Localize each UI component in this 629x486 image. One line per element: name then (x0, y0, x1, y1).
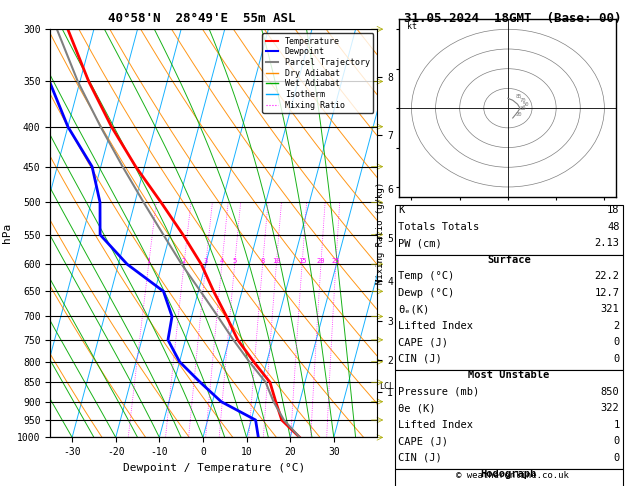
Text: 2.13: 2.13 (594, 238, 620, 248)
Text: Temp (°C): Temp (°C) (398, 271, 454, 281)
Text: 1: 1 (147, 258, 151, 264)
Text: 1: 1 (613, 420, 620, 430)
Text: CIN (J): CIN (J) (398, 354, 442, 364)
Text: 8: 8 (260, 258, 265, 264)
Text: kt: kt (407, 22, 416, 31)
Y-axis label: hPa: hPa (1, 223, 11, 243)
Text: Pressure (mb): Pressure (mb) (398, 387, 479, 397)
Text: 15: 15 (298, 258, 306, 264)
Text: 18: 18 (607, 205, 620, 215)
Text: 4: 4 (220, 258, 224, 264)
Text: 12.7: 12.7 (594, 288, 620, 298)
Text: Most Unstable: Most Unstable (468, 370, 550, 381)
Text: 70: 70 (520, 98, 526, 103)
Text: 3: 3 (204, 258, 208, 264)
Text: Hodograph: Hodograph (481, 469, 537, 480)
Legend: Temperature, Dewpoint, Parcel Trajectory, Dry Adiabat, Wet Adiabat, Isotherm, Mi: Temperature, Dewpoint, Parcel Trajectory… (262, 34, 373, 113)
X-axis label: Dewpoint / Temperature (°C): Dewpoint / Temperature (°C) (123, 463, 305, 473)
Text: 2: 2 (182, 258, 186, 264)
Text: Totals Totals: Totals Totals (398, 222, 479, 232)
Text: θₑ(K): θₑ(K) (398, 304, 430, 314)
Text: 2: 2 (613, 321, 620, 331)
Text: θe (K): θe (K) (398, 403, 436, 414)
Text: CAPE (J): CAPE (J) (398, 337, 448, 347)
Text: 0: 0 (613, 436, 620, 447)
Text: 5: 5 (233, 258, 237, 264)
Text: 25: 25 (331, 258, 340, 264)
Text: 322: 322 (601, 403, 620, 414)
Text: CIN (J): CIN (J) (398, 453, 442, 463)
Text: 48: 48 (607, 222, 620, 232)
Text: 22.2: 22.2 (594, 271, 620, 281)
Text: © weatheronline.co.uk: © weatheronline.co.uk (456, 471, 569, 480)
Text: CAPE (J): CAPE (J) (398, 436, 448, 447)
Text: Mixing Ratio (g/kg): Mixing Ratio (g/kg) (376, 182, 385, 284)
Y-axis label: km
ASL: km ASL (409, 233, 427, 255)
Text: LCL: LCL (379, 382, 394, 391)
Text: K: K (398, 205, 404, 215)
Text: 0: 0 (613, 354, 620, 364)
Text: Lifted Index: Lifted Index (398, 420, 473, 430)
Text: 321: 321 (601, 304, 620, 314)
Text: Dewp (°C): Dewp (°C) (398, 288, 454, 298)
Text: Surface: Surface (487, 255, 531, 265)
Text: 50: 50 (522, 102, 529, 107)
Text: 0: 0 (613, 337, 620, 347)
Text: 40°58'N  28°49'E  55m ASL: 40°58'N 28°49'E 55m ASL (108, 12, 295, 25)
Text: 85: 85 (515, 94, 521, 99)
Text: PW (cm): PW (cm) (398, 238, 442, 248)
Text: 850: 850 (601, 387, 620, 397)
Text: 20: 20 (515, 112, 521, 117)
Text: 0: 0 (613, 453, 620, 463)
Text: Lifted Index: Lifted Index (398, 321, 473, 331)
Text: 20: 20 (316, 258, 325, 264)
Text: 30: 30 (520, 106, 526, 111)
Text: 10: 10 (272, 258, 281, 264)
Text: 31.05.2024  18GMT  (Base: 00): 31.05.2024 18GMT (Base: 00) (404, 12, 621, 25)
